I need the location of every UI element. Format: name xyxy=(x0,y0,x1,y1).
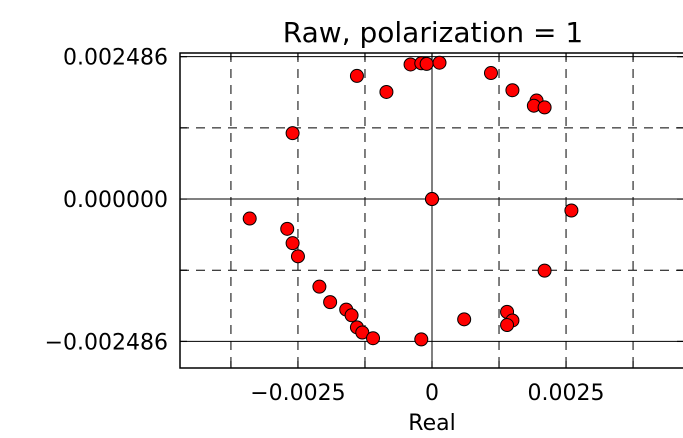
y-tick-label: −0.002486 xyxy=(45,330,168,355)
data-point xyxy=(432,55,447,70)
data-point xyxy=(323,295,338,310)
data-point xyxy=(349,68,364,83)
data-point xyxy=(505,83,520,98)
data-point xyxy=(242,211,257,226)
data-point xyxy=(419,56,434,71)
data-point xyxy=(457,312,472,327)
data-point xyxy=(290,249,305,264)
grid-lines xyxy=(180,53,683,368)
data-point xyxy=(537,100,552,115)
data-point xyxy=(285,126,300,141)
data-point xyxy=(564,203,579,218)
x-tick-label: 0.0025 xyxy=(528,381,605,406)
data-point xyxy=(537,263,552,278)
x-axis-label: Real xyxy=(408,411,455,436)
data-point xyxy=(414,332,429,347)
y-tick-label: 0.002486 xyxy=(63,46,168,71)
data-point xyxy=(344,308,359,323)
data-point xyxy=(483,66,498,81)
chart-title: Raw, polarization = 1 xyxy=(283,16,583,49)
tick-labels: −0.0025 0 0.0025 0.002486 0.000000 −0.002486 xyxy=(45,46,605,406)
data-point xyxy=(425,192,439,207)
data-point xyxy=(379,84,394,99)
data-point xyxy=(312,279,327,294)
data-point xyxy=(280,221,295,236)
x-tick-label: 0 xyxy=(425,381,439,406)
data-point xyxy=(366,331,381,346)
y-tick-label: 0.000000 xyxy=(63,188,168,213)
data-point xyxy=(285,236,300,251)
data-point xyxy=(355,325,370,340)
data-point xyxy=(500,318,515,333)
x-tick-label: −0.0025 xyxy=(250,381,345,406)
data-points xyxy=(242,55,579,347)
